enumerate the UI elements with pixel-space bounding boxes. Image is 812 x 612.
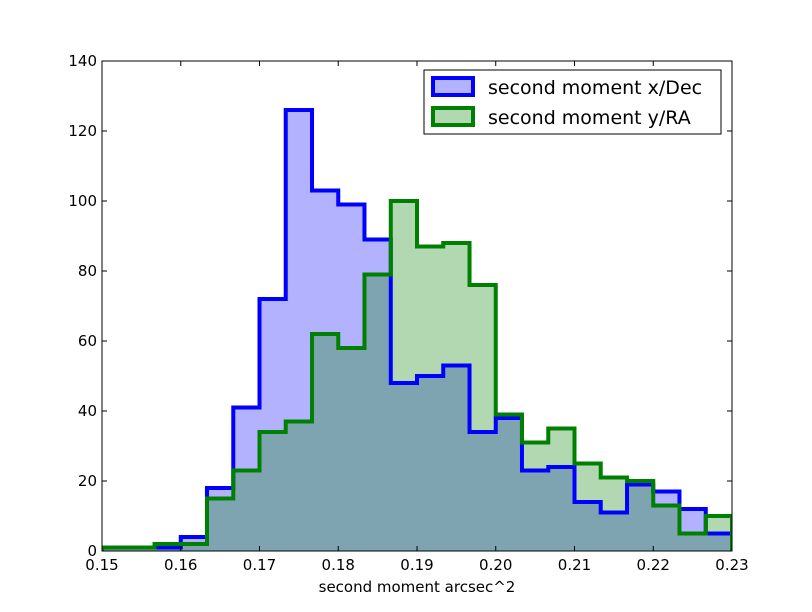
bar-overlap-6 [259,432,287,551]
series-outline-0 [102,108,732,551]
bar-overlap-8 [312,334,339,551]
y-tick-label-4: 80 [78,262,97,280]
series-outline-1 [102,199,732,551]
x-tick-label-3: 0.18 [322,556,355,574]
y-tick-label-0: 0 [87,542,97,560]
bar-overlap-23 [705,533,732,551]
bar-overlap-7 [285,421,313,551]
legend: second moment x/Dec second moment y/RA [423,69,722,135]
legend-swatch-y-ra [431,106,475,127]
bar-overlap-4 [206,498,234,551]
bar-overlap-5 [233,470,260,551]
bar-overlap-17 [548,467,575,551]
x-tick-label-4: 0.19 [400,556,433,574]
y-tick-label-6: 120 [68,122,97,140]
legend-label-y-ra: second moment y/RA [488,107,691,129]
bar-overlap-12 [417,376,444,551]
legend-label-x-dec: second moment x/Dec [488,77,702,99]
bar-overlap-14 [469,432,497,551]
bar-overlap-9 [338,348,365,551]
x-tick-label-5: 0.20 [479,556,512,574]
x-tick-label-7: 0.22 [637,556,670,574]
legend-swatch-x-dec [431,76,475,97]
y-tick-label-7: 140 [68,52,97,70]
bar-overlap-19 [600,512,628,551]
bar-overlap-22 [679,533,707,551]
x-tick-label-0: 0.15 [85,556,118,574]
bar-overlap-16 [521,470,549,551]
x-tick-label-1: 0.16 [164,556,197,574]
bar-overlap-13 [443,365,471,551]
bar-overlap-21 [653,505,680,551]
bar-overlap-15 [495,418,523,551]
x-tick-label-8: 0.23 [715,556,748,574]
y-tick-label-2: 40 [78,402,97,420]
bar-overlap-10 [364,274,392,551]
bar-overlap-3 [180,544,208,551]
x-tick-label-6: 0.21 [558,556,591,574]
y-tick-label-5: 100 [68,192,97,210]
x-tick-label-2: 0.17 [243,556,276,574]
y-tick-label-1: 20 [78,472,97,490]
bar-overlap-20 [627,484,654,551]
x-axis-label: second moment arcsec^2 [319,578,516,596]
y-tick-label-3: 60 [78,332,97,350]
series-layer [102,108,732,551]
bar-overlap-11 [390,383,418,551]
bar-overlap-18 [574,502,602,551]
ticks-layer: 0.15 0.16 0.17 0.18 0.19 0.20 0.21 0.22 0.23 0 20 4… [68,52,748,574]
